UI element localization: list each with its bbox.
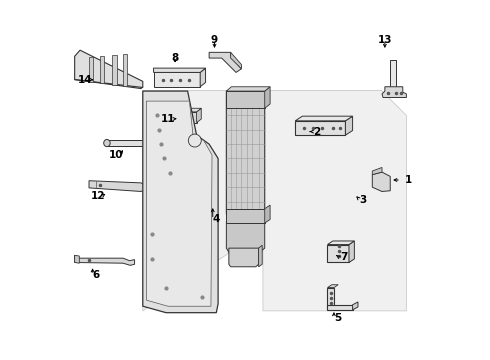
Polygon shape xyxy=(179,108,201,112)
Polygon shape xyxy=(74,255,135,265)
Polygon shape xyxy=(295,121,345,135)
Polygon shape xyxy=(259,245,262,267)
Polygon shape xyxy=(147,101,212,306)
Text: 5: 5 xyxy=(335,313,342,323)
Text: 9: 9 xyxy=(211,35,218,45)
Polygon shape xyxy=(345,116,353,135)
Polygon shape xyxy=(295,116,353,121)
Ellipse shape xyxy=(148,139,155,147)
Polygon shape xyxy=(372,167,382,175)
Polygon shape xyxy=(372,172,390,192)
Text: 11: 11 xyxy=(161,114,175,124)
Polygon shape xyxy=(107,140,152,146)
Polygon shape xyxy=(265,205,270,223)
Polygon shape xyxy=(209,52,242,72)
Polygon shape xyxy=(226,87,270,91)
Polygon shape xyxy=(89,181,150,192)
Text: 3: 3 xyxy=(360,195,367,205)
Polygon shape xyxy=(179,112,196,123)
Polygon shape xyxy=(112,55,117,85)
Polygon shape xyxy=(226,91,265,223)
Polygon shape xyxy=(163,120,179,151)
Polygon shape xyxy=(327,244,349,262)
Polygon shape xyxy=(153,72,200,87)
Polygon shape xyxy=(196,108,201,123)
Text: 10: 10 xyxy=(109,150,123,160)
Text: 4: 4 xyxy=(213,215,220,224)
Text: 8: 8 xyxy=(172,53,179,63)
Text: 14: 14 xyxy=(78,75,93,85)
Polygon shape xyxy=(382,87,406,98)
Polygon shape xyxy=(390,60,396,89)
Polygon shape xyxy=(200,68,205,87)
Circle shape xyxy=(188,134,201,147)
Text: 7: 7 xyxy=(340,252,347,262)
Text: 2: 2 xyxy=(313,127,320,136)
Polygon shape xyxy=(229,248,259,267)
Polygon shape xyxy=(100,56,104,83)
Polygon shape xyxy=(143,91,218,313)
Text: 6: 6 xyxy=(93,270,100,280)
Polygon shape xyxy=(226,209,265,223)
Text: 12: 12 xyxy=(91,191,105,201)
Polygon shape xyxy=(327,285,338,288)
Polygon shape xyxy=(231,52,242,69)
Polygon shape xyxy=(327,241,354,244)
Polygon shape xyxy=(153,68,205,72)
Polygon shape xyxy=(123,54,127,86)
Text: 13: 13 xyxy=(378,35,392,45)
Polygon shape xyxy=(353,302,358,310)
Polygon shape xyxy=(74,255,79,263)
Polygon shape xyxy=(89,57,93,81)
Polygon shape xyxy=(327,288,334,309)
Polygon shape xyxy=(265,87,270,108)
Polygon shape xyxy=(143,90,406,311)
Polygon shape xyxy=(226,91,265,108)
Polygon shape xyxy=(349,241,354,262)
Polygon shape xyxy=(226,221,265,255)
Text: 1: 1 xyxy=(405,175,412,185)
Ellipse shape xyxy=(104,139,110,147)
Polygon shape xyxy=(327,305,353,310)
Polygon shape xyxy=(74,50,143,89)
